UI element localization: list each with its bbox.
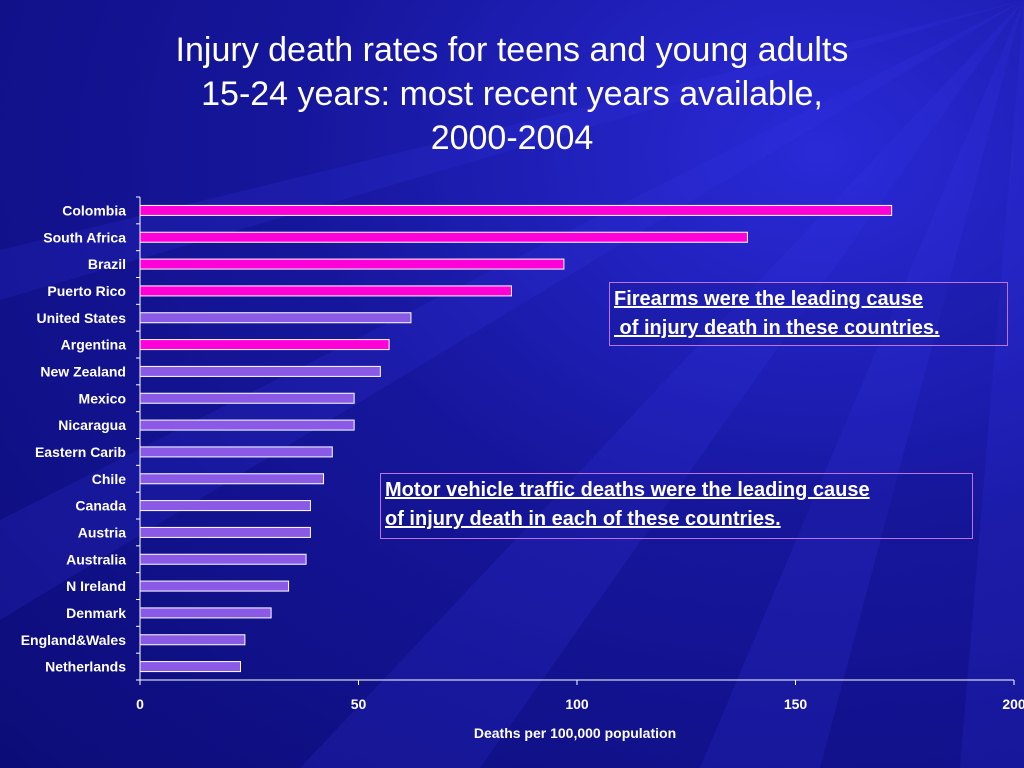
bar-south-africa xyxy=(139,231,748,243)
bar-argentina xyxy=(139,339,390,351)
x-tick-label: 100 xyxy=(565,696,589,712)
category-label: Austria xyxy=(78,524,126,540)
title-line-3: 2000-2004 xyxy=(430,119,594,157)
category-label: Chile xyxy=(92,471,126,487)
category-label: Mexico xyxy=(79,390,126,406)
x-tick-label: 150 xyxy=(784,696,808,712)
category-label: Australia xyxy=(66,551,126,567)
category-label: Nicaragua xyxy=(58,417,126,433)
firearms-callout-line-2: of injury death in these countries. xyxy=(614,317,940,339)
chart-title: Injury death rates for teens and young a… xyxy=(0,28,1024,160)
category-label: Puerto Rico xyxy=(47,283,126,299)
category-label: South Africa xyxy=(43,229,126,245)
x-tick-label: 50 xyxy=(351,696,367,712)
bar-mexico xyxy=(139,392,355,404)
category-label: Denmark xyxy=(66,605,126,621)
x-tick-label: 0 xyxy=(136,696,144,712)
category-label: Netherlands xyxy=(45,659,126,675)
bar-n-ireland xyxy=(139,580,290,592)
bar-netherlands xyxy=(139,661,242,673)
x-axis-label: Deaths per 100,000 population xyxy=(474,725,676,741)
bar-colombia xyxy=(139,204,893,216)
bar-new-zealand xyxy=(139,365,381,377)
category-label: Brazil xyxy=(88,256,126,272)
bar-canada xyxy=(139,500,311,512)
title-line-1: Injury death rates for teens and young a… xyxy=(175,31,849,69)
bar-eastern-carib xyxy=(139,446,333,458)
motor-callout-line-2: of injury death in each of these countri… xyxy=(385,508,781,530)
bar-england-wales xyxy=(139,634,246,646)
category-label: Argentina xyxy=(61,337,127,353)
category-label: Colombia xyxy=(62,202,126,218)
category-label: Eastern Carib xyxy=(35,444,126,460)
firearms-callout: Firearms were the leading cause of injur… xyxy=(609,282,1008,346)
x-tick-label: 200 xyxy=(1002,696,1024,712)
motor-callout-line-1: Motor vehicle traffic deaths were the le… xyxy=(385,479,870,501)
motor-vehicle-callout: Motor vehicle traffic deaths were the le… xyxy=(380,473,973,539)
bar-nicaragua xyxy=(139,419,355,431)
bar-united-states xyxy=(139,312,412,324)
bar-brazil xyxy=(139,258,565,270)
title-line-2: 15-24 years: most recent years available… xyxy=(201,75,823,113)
firearms-callout-line-1: Firearms were the leading cause xyxy=(614,288,924,310)
category-label: England&Wales xyxy=(21,632,126,648)
category-label: N Ireland xyxy=(66,578,126,594)
category-label: New Zealand xyxy=(40,363,126,379)
bar-puerto-rico xyxy=(139,285,512,297)
category-label: United States xyxy=(37,310,127,326)
bar-australia xyxy=(139,553,307,565)
bar-denmark xyxy=(139,607,272,619)
bar-austria xyxy=(139,526,311,538)
bar-chile xyxy=(139,473,325,485)
category-label: Canada xyxy=(75,498,126,514)
